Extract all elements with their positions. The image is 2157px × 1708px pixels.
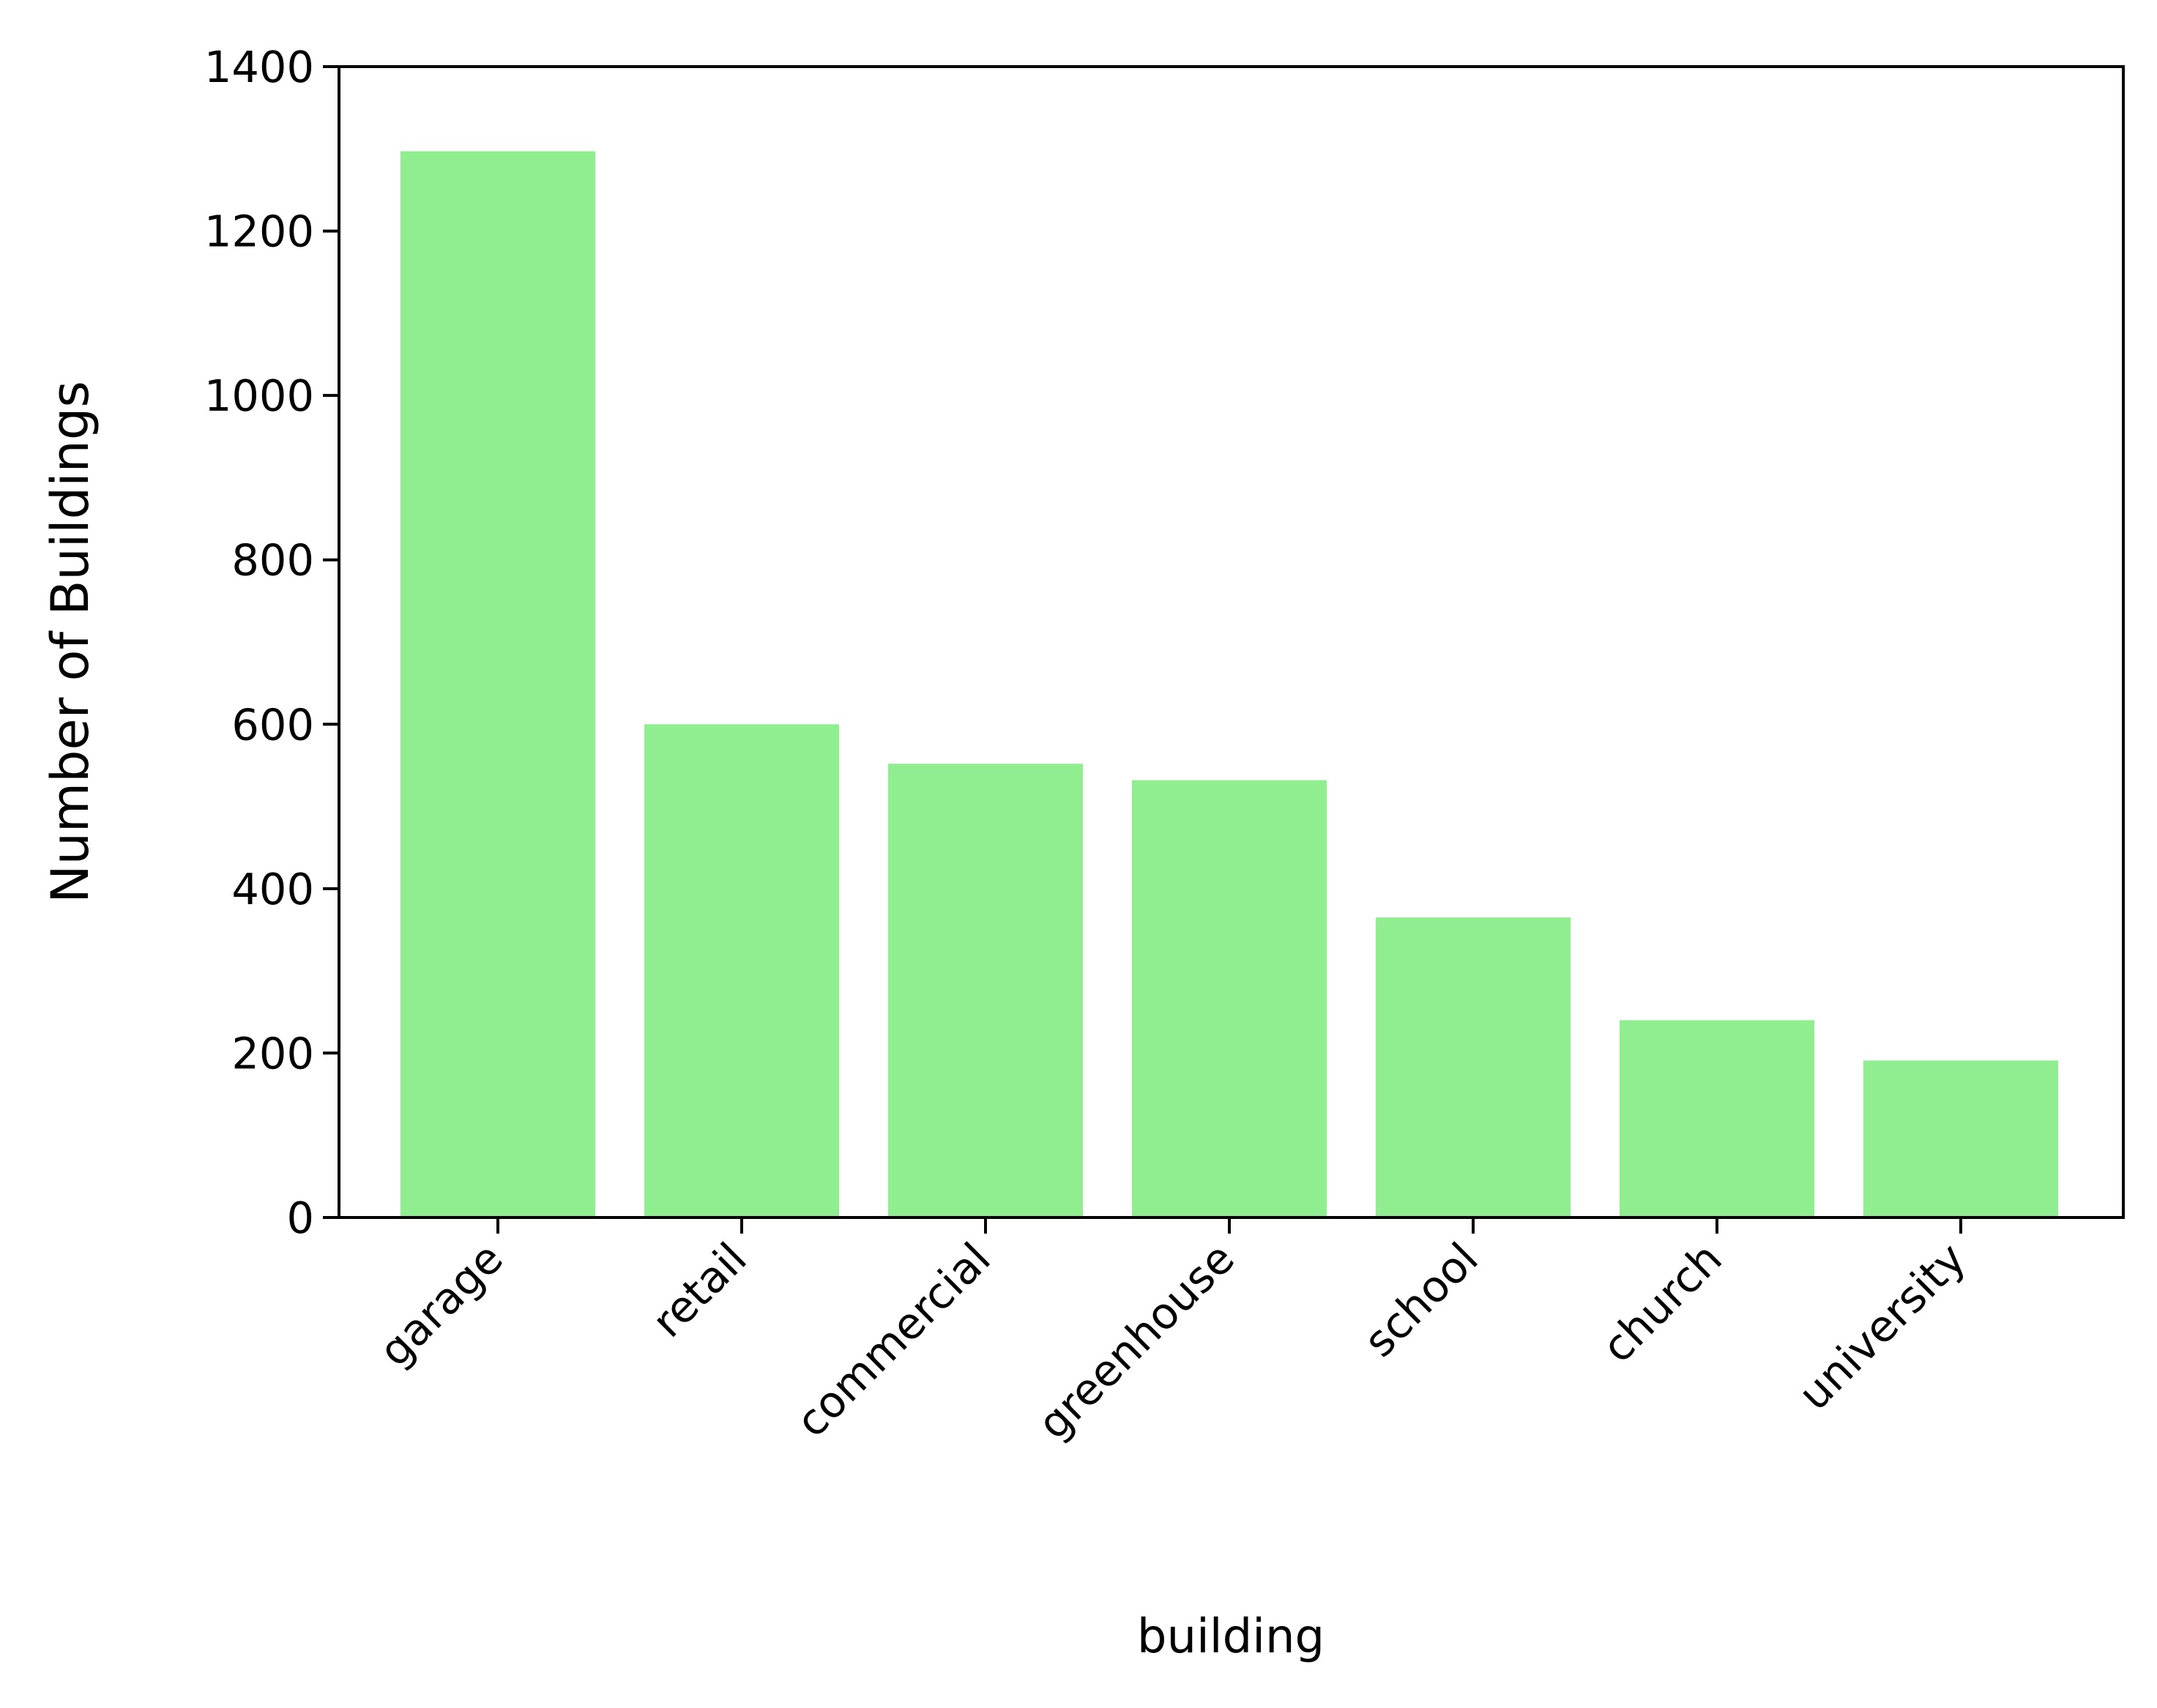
y-tick-label: 1400 bbox=[204, 42, 314, 92]
x-axis: garage retail commercial greenhouse school ch… bbox=[369, 1217, 1975, 1449]
bar-church bbox=[1620, 1020, 1814, 1217]
bar-school bbox=[1376, 917, 1571, 1217]
bar-commercial bbox=[888, 764, 1083, 1217]
x-tick-label: school bbox=[1354, 1233, 1488, 1367]
x-tick-label: commercial bbox=[786, 1233, 1000, 1447]
bar-retail bbox=[644, 724, 839, 1217]
y-tick-label: 200 bbox=[231, 1028, 314, 1078]
y-axis-label: Number of Buildings bbox=[40, 381, 100, 903]
y-tick-label: 1000 bbox=[204, 370, 314, 421]
y-axis: 0 200 400 600 800 1000 1200 1400 bbox=[204, 42, 339, 1243]
y-tick-label: 800 bbox=[231, 535, 314, 586]
x-tick-label: university bbox=[1789, 1233, 1975, 1420]
y-tick-label: 0 bbox=[286, 1193, 314, 1243]
x-axis-label: building bbox=[1137, 1610, 1325, 1664]
x-tick-label: greenhouse bbox=[1028, 1233, 1244, 1449]
bar-greenhouse bbox=[1132, 780, 1327, 1217]
bar-university bbox=[1863, 1060, 2058, 1217]
y-tick-label: 1200 bbox=[204, 206, 314, 257]
plot-frame bbox=[338, 65, 2125, 1219]
x-tick-label: retail bbox=[642, 1233, 756, 1347]
x-tick-label: church bbox=[1592, 1233, 1732, 1372]
bar-garage bbox=[401, 151, 595, 1217]
y-tick-label: 600 bbox=[231, 699, 314, 750]
y-tick-label: 400 bbox=[231, 864, 314, 914]
bars-group bbox=[401, 151, 2058, 1217]
x-tick-label: garage bbox=[369, 1233, 513, 1376]
